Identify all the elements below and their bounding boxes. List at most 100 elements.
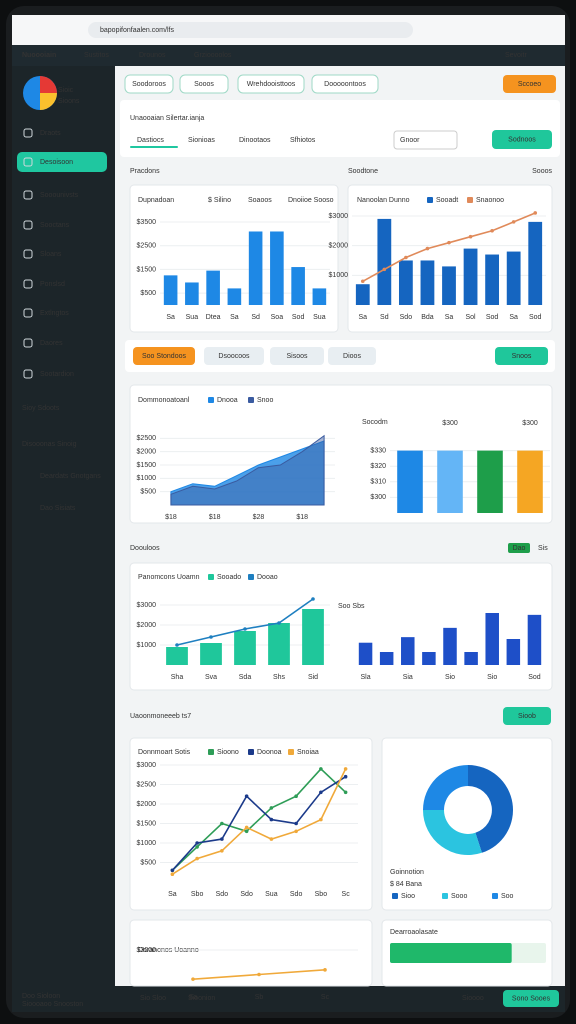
bar: [506, 251, 521, 305]
x-tick-label: Sol: [465, 314, 476, 321]
url-field[interactable]: [88, 22, 413, 38]
chart-title: Panomcons Uoamn: [138, 574, 200, 581]
chip[interactable]: [237, 74, 305, 94]
footer-button[interactable]: [503, 990, 559, 1007]
progress-bar: [390, 943, 512, 963]
legend-swatch: [467, 197, 473, 203]
point: [294, 794, 298, 798]
nav-link[interactable]: Grzioooolos: [194, 52, 232, 59]
point: [195, 841, 199, 845]
toolbar-button-label: Sccoeo: [518, 81, 541, 88]
point: [311, 597, 315, 601]
filter-chip-label: Soo Stondoos: [142, 353, 186, 360]
point: [243, 627, 247, 631]
x-tick-label: Sa: [445, 314, 454, 321]
x-tick-label: Sod: [528, 674, 541, 681]
filter-chip[interactable]: [328, 347, 376, 365]
legend-swatch: [427, 197, 433, 203]
y-tick-label: $310: [370, 479, 386, 486]
brand: Nuoooiain: [22, 52, 56, 59]
footer-item[interactable]: Sio Sloo: [140, 995, 166, 1002]
point: [170, 872, 175, 876]
chip[interactable]: [124, 74, 174, 94]
footer: [12, 986, 565, 1012]
x-tick-label: Sua: [186, 314, 199, 321]
chart-tag: Dnoiioe Sooso: [288, 197, 334, 204]
nav-item[interactable]: Sooctans: [40, 222, 70, 229]
chart-title: Nanoolan Dunno: [357, 197, 410, 204]
section-button[interactable]: [503, 707, 551, 725]
point: [269, 806, 274, 810]
footer-user: Sioooo: [462, 995, 484, 1002]
point: [220, 849, 224, 853]
filter-button[interactable]: [495, 347, 548, 365]
point: [490, 228, 494, 233]
chip-label: Wrehdooisttoos: [247, 81, 296, 88]
point: [269, 837, 274, 841]
tab[interactable]: Sionioas: [188, 137, 215, 144]
x-tick-label: Sla: [360, 674, 370, 681]
filter-chip-label: Dsoocoos: [218, 353, 250, 360]
header-button-label: Sodnoos: [508, 136, 536, 143]
bar: [437, 450, 463, 513]
y-tick-label: $1500: [137, 266, 157, 273]
filter-chip[interactable]: [204, 347, 264, 365]
nav-item[interactable]: Desoisoon: [40, 159, 73, 166]
point: [382, 267, 387, 272]
chart-title: Dommonoatoanl: [138, 397, 190, 404]
y-tick-label: $2000: [137, 622, 157, 629]
avatar-part: [40, 93, 57, 110]
filter-chip[interactable]: [133, 347, 195, 365]
chart-tag: $ Silino: [208, 197, 231, 204]
nav-link[interactable]: Deardats Gnotgans: [40, 473, 101, 480]
toolbar-button[interactable]: [503, 75, 556, 93]
section-title: Doouloos: [130, 545, 160, 552]
point: [175, 643, 179, 647]
chip[interactable]: [311, 74, 379, 94]
nav-icon: [23, 308, 33, 318]
nav-link[interactable]: Sustitos: [84, 52, 109, 59]
tab[interactable]: Dastiocs: [137, 137, 164, 144]
filter-chip-label: Sisoos: [286, 353, 308, 360]
chip-label: Sooos: [194, 81, 214, 88]
x-tick-label: Sia: [403, 674, 413, 681]
nav-link[interactable]: Drounos: [139, 52, 166, 59]
x-tick-label: Bda: [421, 314, 434, 321]
point: [195, 845, 199, 849]
x-tick-label: Sod: [486, 314, 499, 321]
search-box[interactable]: [393, 130, 458, 150]
nav-icon: [23, 190, 33, 200]
filter-chip[interactable]: [270, 347, 324, 365]
nav-item[interactable]: Draots: [40, 130, 61, 137]
badge: [508, 543, 530, 553]
chip[interactable]: [179, 74, 229, 94]
x-tick-label: Sa: [166, 314, 175, 321]
chart-title: Dupnadoan: [138, 197, 174, 204]
nav-item[interactable]: Ponslsd: [40, 281, 65, 288]
nav-item[interactable]: Extlngtos: [40, 310, 69, 317]
footer-item[interactable]: Sioonion: [188, 995, 215, 1002]
point: [170, 868, 175, 873]
point: [294, 829, 298, 834]
nav-item[interactable]: Sootardion: [40, 371, 74, 378]
nav-item[interactable]: Daores: [40, 340, 63, 347]
pie-slice: [468, 765, 514, 853]
footer-text: Doo Sioloon: [22, 993, 60, 1000]
tab[interactable]: Dinootaos: [239, 137, 271, 144]
url-text: bapopifonfaalen.com/lfs: [100, 27, 174, 34]
point: [511, 220, 516, 224]
nav-item[interactable]: Sooounivsts: [40, 192, 79, 199]
header-button[interactable]: [492, 130, 552, 149]
line: [171, 768, 347, 875]
y-tick-label: $1000: [137, 642, 157, 649]
y-tick-label: $330: [370, 447, 386, 454]
nav-link[interactable]: Dao Sisiats: [40, 505, 76, 512]
point: [209, 635, 213, 639]
tab[interactable]: Sfhiotos: [290, 137, 316, 144]
section-link: Sooos: [532, 168, 552, 175]
nav-active[interactable]: [17, 152, 107, 172]
y-tick-label: $1000: [137, 475, 157, 482]
point: [323, 968, 327, 972]
nav-item[interactable]: Sloans: [40, 251, 62, 258]
